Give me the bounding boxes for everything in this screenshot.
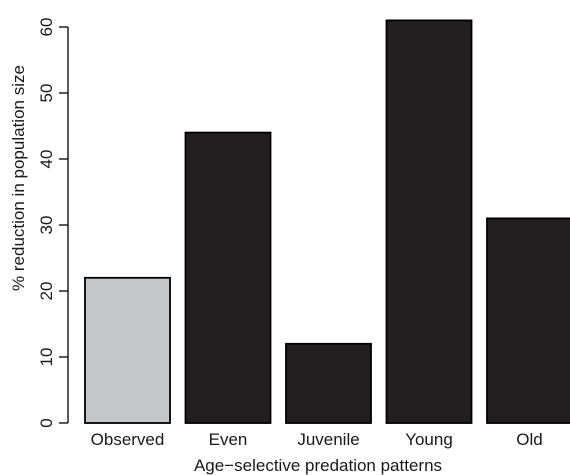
y-tick-label: 40 [37,150,56,169]
y-axis-label: % reduction in population size [9,65,28,291]
y-tick-label: 20 [37,282,56,301]
x-tick-label: Observed [91,430,165,449]
bar-juvenile [285,342,372,424]
y-tick-label: 30 [37,216,56,235]
bar-observed [84,276,171,424]
y-axis: 0 10 20 30 40 50 60 [37,18,69,428]
x-tick-label: Old [516,430,542,449]
y-tick-label: 10 [37,348,56,367]
bars [84,19,570,424]
bar-even [184,131,272,424]
bar-young [385,19,473,424]
x-tick-label: Young [405,430,453,449]
y-tick-label: 50 [37,84,56,103]
y-tick-label: 60 [37,18,56,37]
x-tick-label: Juvenile [297,430,359,449]
y-tick-label: 0 [37,418,56,427]
bar-old [486,217,570,424]
x-category-labels: Observed Even Juvenile Young Old [91,430,543,449]
x-tick-label: Even [209,430,248,449]
x-axis-label: Age−selective predation patterns [194,456,442,475]
